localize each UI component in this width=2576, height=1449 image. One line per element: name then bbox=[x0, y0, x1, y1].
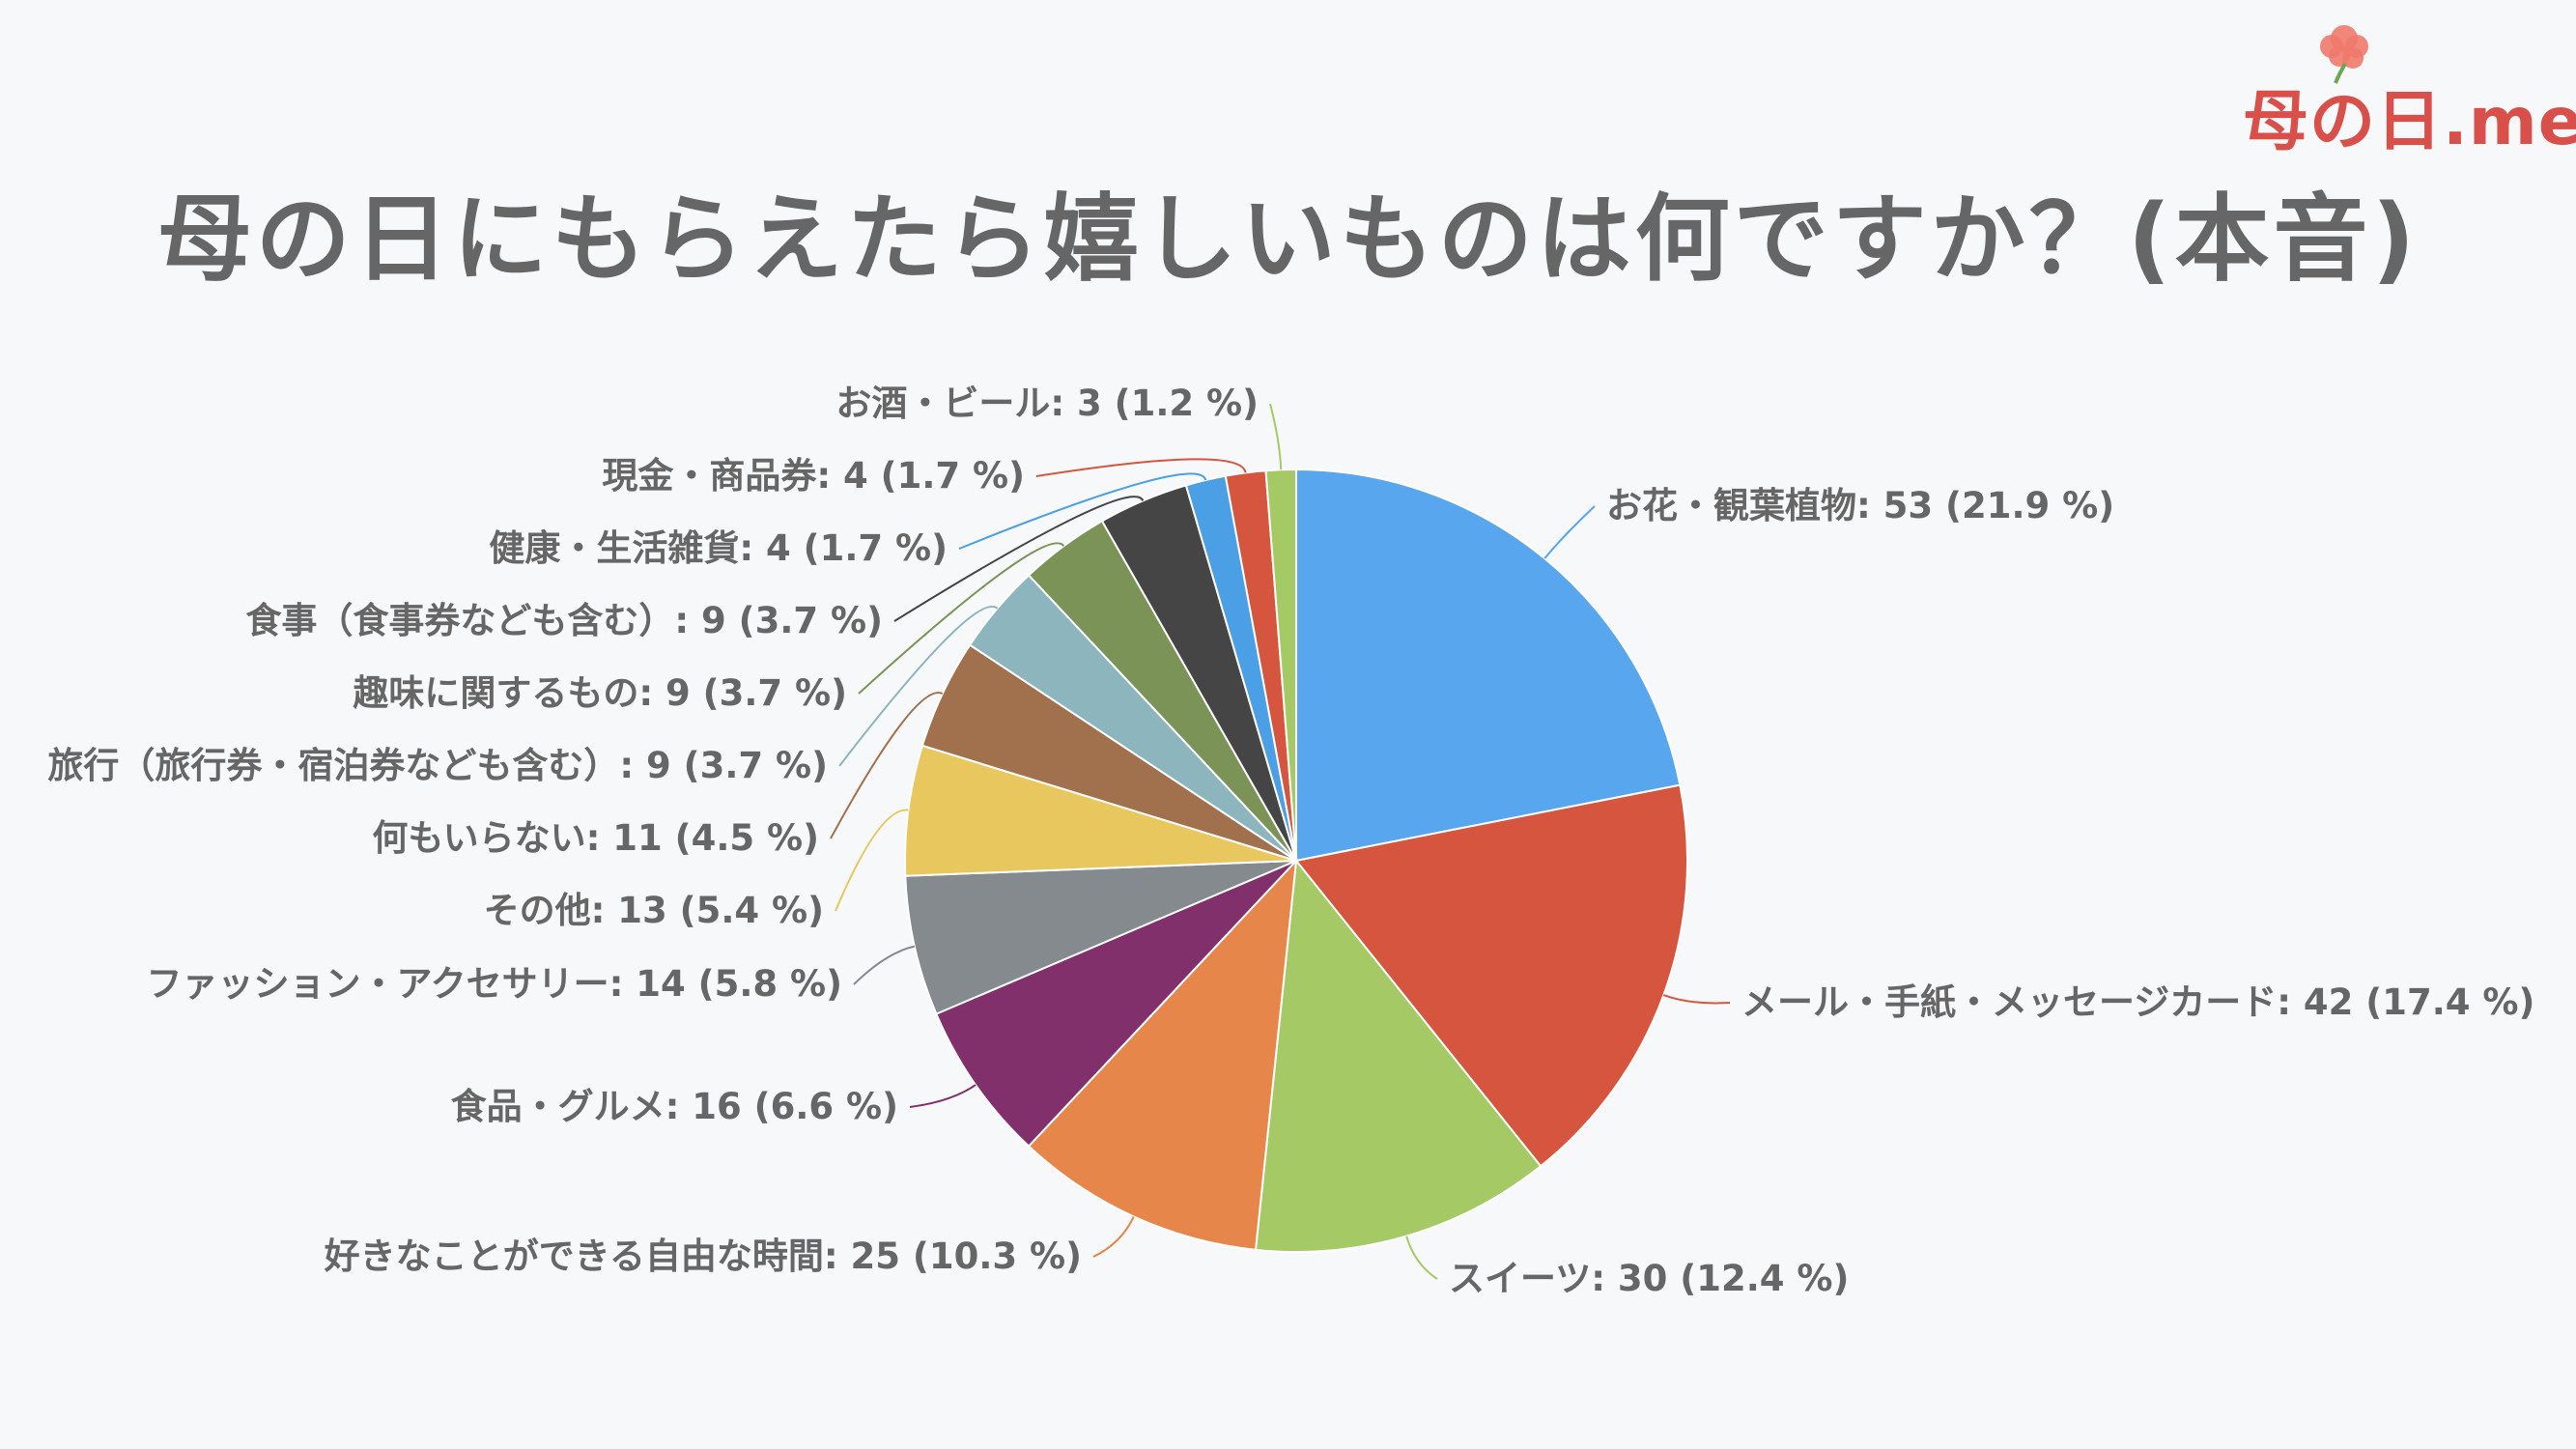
leader-line bbox=[1092, 1215, 1135, 1258]
leader-line bbox=[835, 809, 909, 912]
page-title: 母の日にもらえたら嬉しいものは何ですか？(本音) bbox=[156, 185, 2420, 295]
leader-line bbox=[838, 606, 999, 767]
slice-label: 何もいらない: 11 (4.5 %) bbox=[372, 817, 819, 859]
slice-label: ファッション・アクセサリー: 14 (5.8 %) bbox=[146, 963, 842, 1005]
slice-label: メール・手紙・メッセージカード: 42 (17.4 %) bbox=[1741, 981, 2534, 1023]
leader-line bbox=[909, 1084, 977, 1108]
pie-slice bbox=[935, 860, 1297, 1148]
slice-label: お花・観葉植物: 53 (21.9 %) bbox=[1606, 485, 2114, 526]
pie-slice bbox=[904, 860, 1297, 1015]
leader-line bbox=[1663, 994, 1731, 1005]
logo-text: 母の日.me bbox=[2243, 84, 2576, 160]
brand-logo: 母の日.me bbox=[2243, 17, 2576, 160]
leader-line bbox=[1543, 505, 1596, 559]
slice-label: 健康・生活雑貨: 4 (1.7 %) bbox=[489, 527, 948, 569]
leader-line bbox=[1035, 458, 1247, 477]
leader-line bbox=[858, 542, 1065, 695]
leader-line bbox=[853, 945, 916, 985]
slice-label: 食事（食事券なども含む）: 9 (3.7 %) bbox=[245, 600, 883, 641]
leader-line bbox=[893, 496, 1145, 622]
pie-slice bbox=[904, 744, 1297, 877]
slice-label: 現金・商品券: 4 (1.7 %) bbox=[602, 455, 1025, 497]
slice-label: スイーツ: 30 (12.4 %) bbox=[1449, 1258, 1849, 1299]
slice-label: 好きなことができる自由な時間: 25 (10.3 %) bbox=[324, 1236, 1082, 1277]
pie-slice bbox=[1294, 783, 1688, 1168]
carnation-icon bbox=[2320, 25, 2368, 84]
slice-label: 趣味に関するもの: 9 (3.7 %) bbox=[353, 672, 847, 714]
slice-label: 旅行（旅行券・宿泊券なども含む）: 9 (3.7 %) bbox=[47, 745, 828, 786]
slice-label: お酒・ビール: 3 (1.2 %) bbox=[835, 383, 1259, 424]
leader-line bbox=[1269, 403, 1283, 470]
leader-line bbox=[1405, 1236, 1438, 1280]
slice-label: その他: 13 (5.4 %) bbox=[484, 890, 824, 931]
pie-slice bbox=[1264, 468, 1297, 862]
leader-line bbox=[958, 472, 1207, 550]
pie-slice bbox=[1027, 858, 1298, 1251]
pie-slice bbox=[1254, 858, 1543, 1253]
slice-label: 食品・グルメ: 16 (6.6 %) bbox=[451, 1086, 898, 1127]
leader-line bbox=[830, 692, 944, 839]
